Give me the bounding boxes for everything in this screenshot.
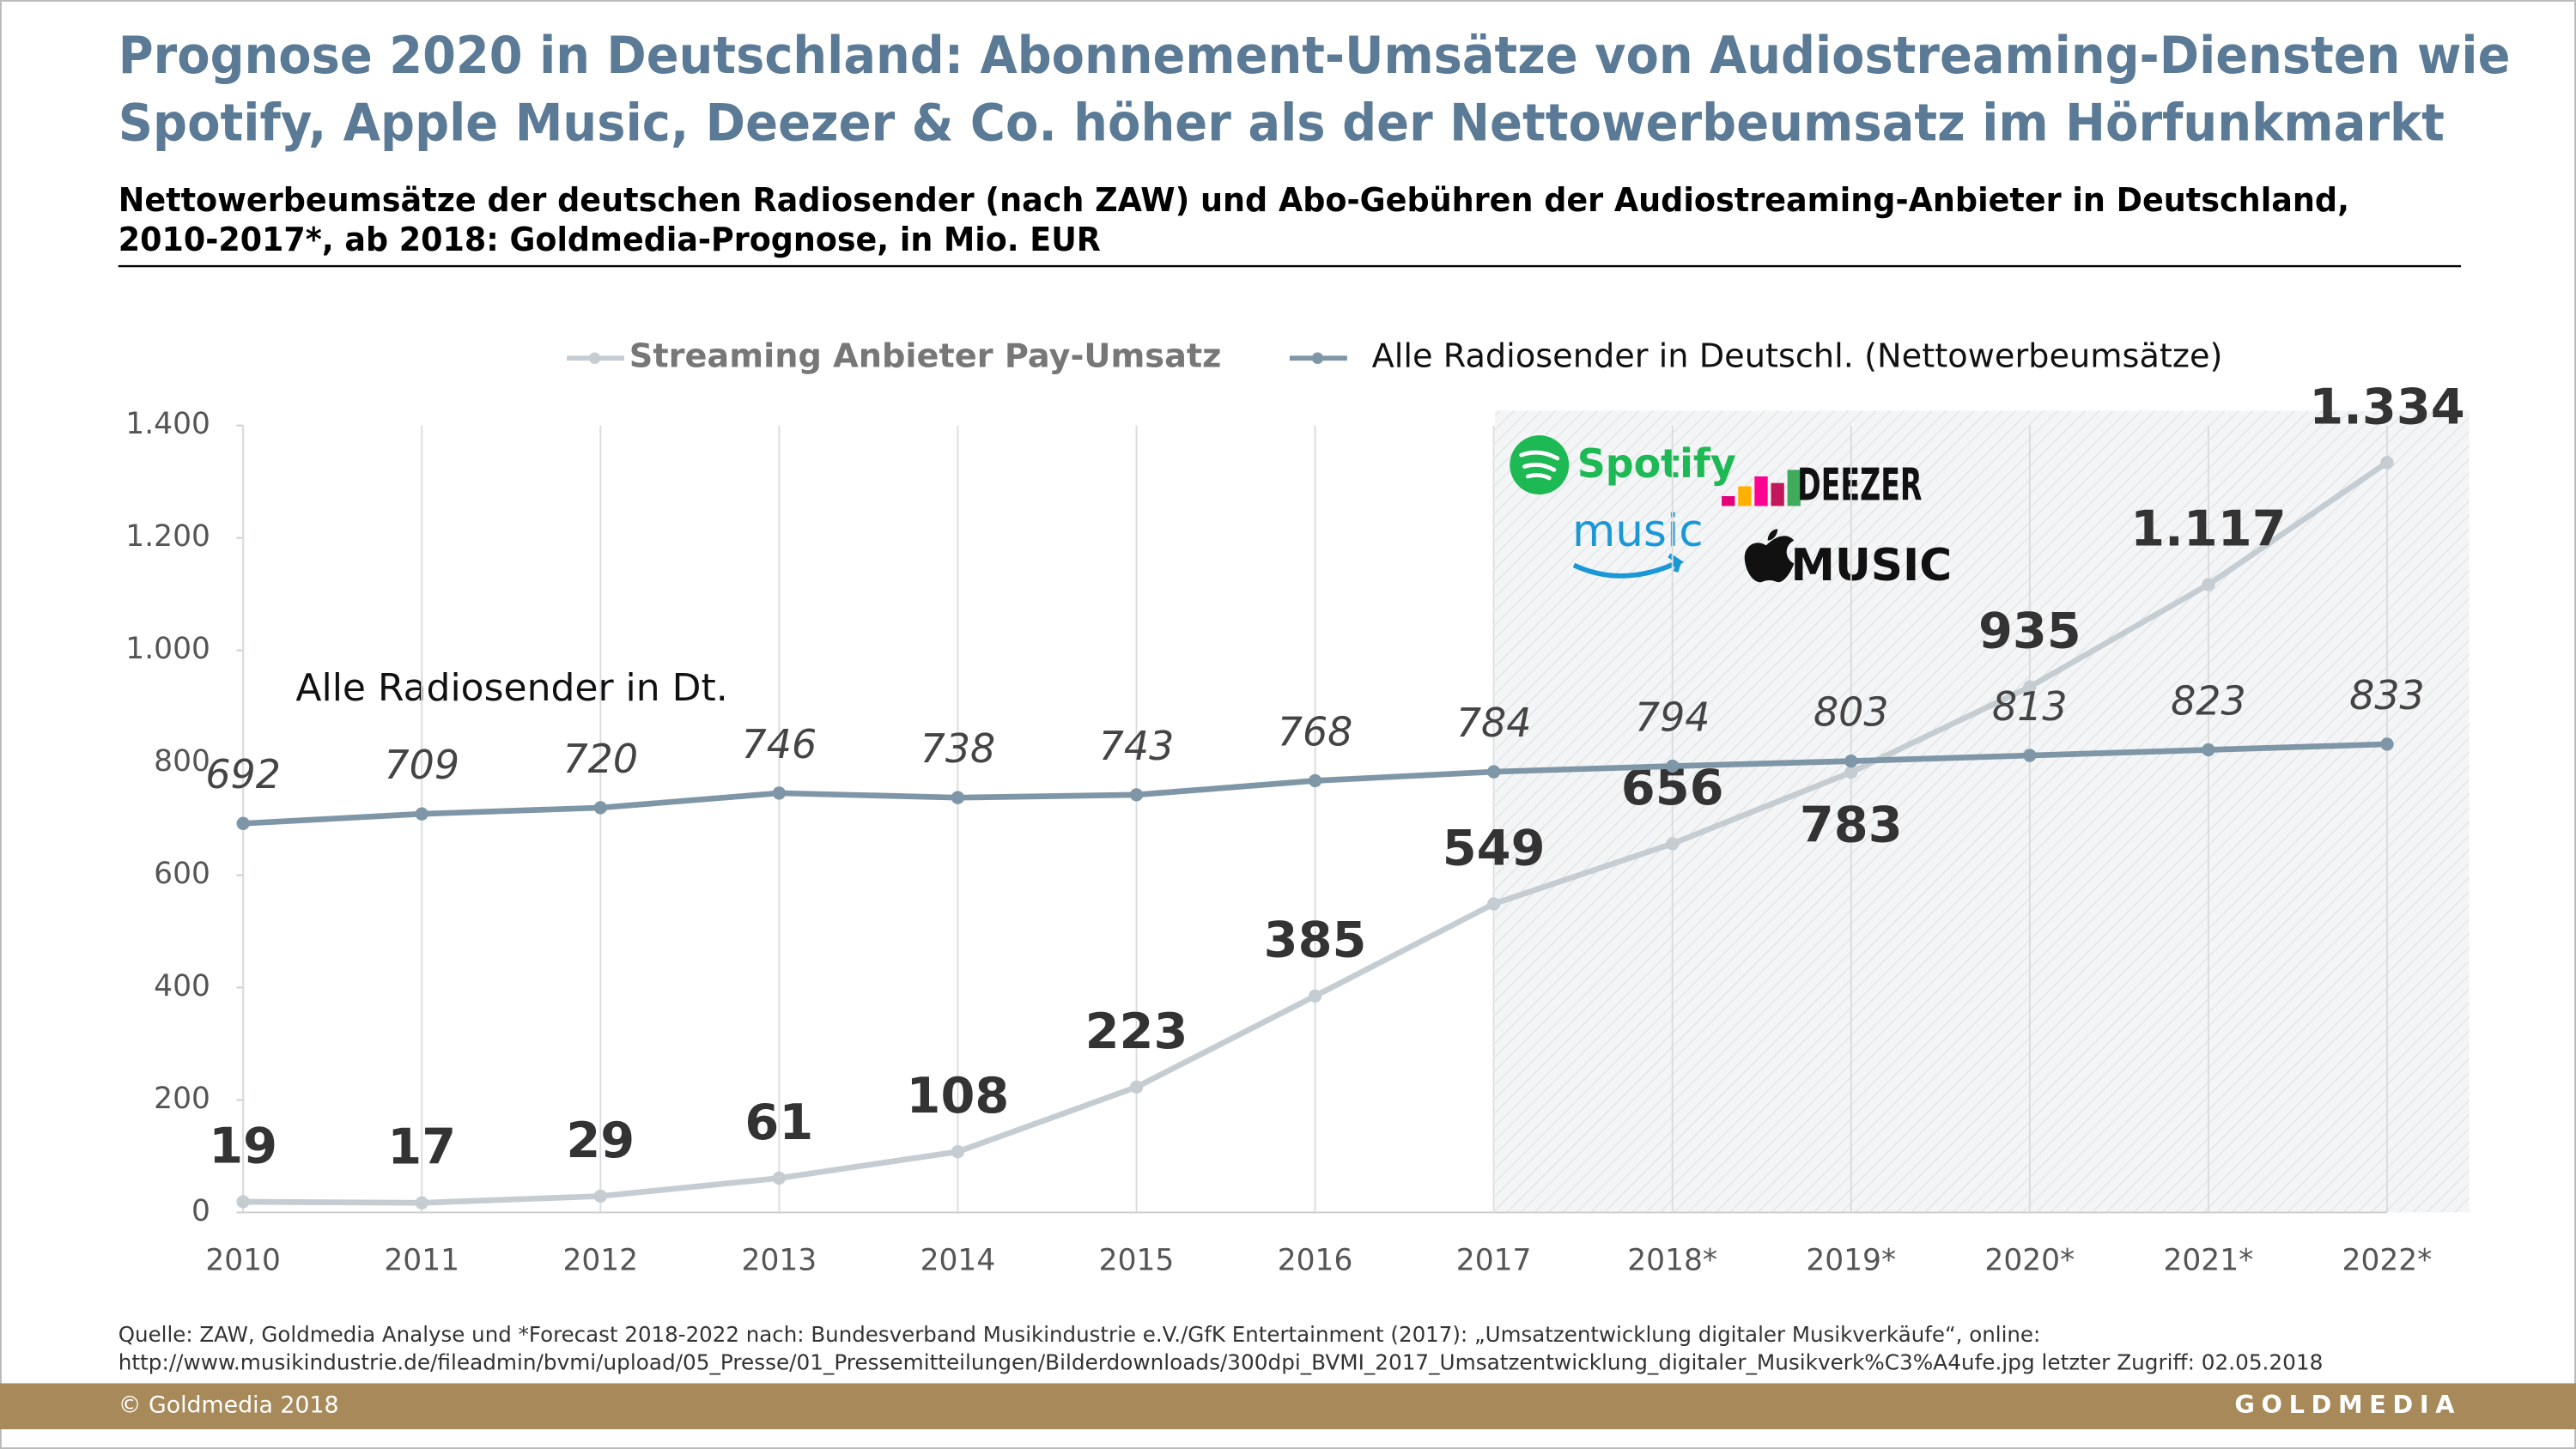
data-label: 29 xyxy=(566,1112,635,1169)
data-point xyxy=(1844,754,1858,768)
logos: Spotify DEEZER music MUSIC xyxy=(1510,435,1952,591)
data-label: 738 xyxy=(920,725,996,772)
data-label: 108 xyxy=(907,1067,1010,1125)
data-label: 935 xyxy=(1978,603,2081,660)
data-label: 743 xyxy=(1099,723,1175,769)
data-label: 19 xyxy=(209,1117,277,1174)
x-tick-label: 2012 xyxy=(562,1243,638,1277)
logo-text: music xyxy=(1572,506,1704,557)
data-label: 813 xyxy=(1992,683,2068,730)
data-point xyxy=(2380,737,2394,751)
y-tick-label: 1.200 xyxy=(125,519,210,554)
source: Quelle: ZAW, Goldmedia Analyse und *Fore… xyxy=(118,1322,2041,1347)
x-tick-label: 2015 xyxy=(1099,1243,1175,1277)
data-point xyxy=(2023,680,2037,694)
deezer-icon xyxy=(1722,470,1801,506)
title: Spotify, Apple Music, Deezer & Co. höher… xyxy=(118,93,2445,152)
data-point xyxy=(415,1196,428,1210)
data-point xyxy=(1666,837,1680,851)
x-tick-label: 2020* xyxy=(1984,1243,2075,1277)
y-tick-label: 1.000 xyxy=(125,632,210,666)
legend-swatch xyxy=(588,352,601,364)
data-point xyxy=(236,816,250,830)
data-point xyxy=(2023,749,2037,762)
x-tick-label: 2019* xyxy=(1806,1243,1896,1277)
x-tick-label: 2011 xyxy=(384,1243,459,1277)
data-point xyxy=(1129,1080,1144,1094)
data-point xyxy=(951,1145,965,1159)
data-label: 803 xyxy=(1814,689,1889,736)
subtitle: Nettowerbeumsätze der deutschen Radiosen… xyxy=(118,181,2349,220)
data-label: 720 xyxy=(562,736,638,782)
legend-label: Alle Radiosender in Deutschl. (Nettowerb… xyxy=(1372,337,2223,376)
y-tick-label: 400 xyxy=(154,969,210,1003)
data-point xyxy=(593,801,607,815)
data-label: 709 xyxy=(384,742,459,788)
y-tick-label: 600 xyxy=(154,857,210,891)
y-tick-label: 1.400 xyxy=(125,407,210,441)
data-point xyxy=(2380,456,2394,470)
data-label: 17 xyxy=(387,1119,456,1176)
source: http://www.musikindustrie.de/fileadmin/b… xyxy=(118,1349,2324,1374)
data-point xyxy=(2202,743,2215,757)
data-label: 768 xyxy=(1278,708,1353,755)
logo-text: MUSIC xyxy=(1790,540,1952,591)
data-label: 784 xyxy=(1456,700,1532,746)
data-label: 1.117 xyxy=(2130,500,2287,557)
data-point xyxy=(1308,989,1322,1003)
subtitle: 2010-2017*, ab 2018: Goldmedia-Prognose,… xyxy=(118,221,1101,259)
annotation: Alle Radiosender in Dt. xyxy=(295,666,727,710)
data-label: 385 xyxy=(1264,912,1367,969)
x-tick-label: 2021* xyxy=(2163,1243,2253,1277)
x-tick-label: 2014 xyxy=(920,1243,996,1277)
data-point xyxy=(951,791,965,804)
data-point xyxy=(772,1171,787,1185)
data-point xyxy=(1308,773,1322,788)
data-label: 823 xyxy=(2171,677,2246,724)
data-label: 692 xyxy=(205,751,281,797)
data-point xyxy=(236,1195,250,1209)
data-label: 223 xyxy=(1085,1003,1188,1060)
data-point xyxy=(593,1189,607,1203)
logo-text: Spotify xyxy=(1577,440,1736,487)
data-label: 549 xyxy=(1443,819,1546,876)
y-tick-label: 0 xyxy=(191,1194,210,1228)
logo-text: DEEZER xyxy=(1797,459,1922,511)
y-tick-label: 800 xyxy=(154,744,210,779)
data-label: 794 xyxy=(1635,694,1710,740)
x-tick-label: 2016 xyxy=(1278,1243,1353,1277)
data-label: 1.334 xyxy=(2309,378,2465,435)
forecast-area xyxy=(1495,410,2470,1213)
x-tick-label: 2017 xyxy=(1456,1243,1532,1277)
brand: GOLDMEDIA xyxy=(2234,1390,2461,1419)
data-point xyxy=(1486,897,1501,911)
legend-label: Streaming Anbieter Pay-Umsatz xyxy=(629,337,1222,376)
x-tick-label: 2013 xyxy=(742,1243,817,1277)
data-point xyxy=(1666,759,1680,773)
footer-band xyxy=(0,1383,2576,1430)
data-label: 61 xyxy=(744,1094,813,1151)
x-tick-label: 2010 xyxy=(205,1243,281,1277)
title: Prognose 2020 in Deutschland: Abonnement… xyxy=(118,26,2511,85)
data-point xyxy=(1129,788,1144,802)
x-tick-label: 2022* xyxy=(2342,1243,2433,1277)
data-point xyxy=(772,786,787,800)
legend-swatch xyxy=(1311,352,1324,364)
data-point xyxy=(415,807,428,821)
y-tick-label: 200 xyxy=(154,1082,210,1116)
x-tick-label: 2018* xyxy=(1627,1243,1717,1277)
data-point xyxy=(1486,765,1501,779)
data-point xyxy=(1844,766,1858,779)
data-point xyxy=(2202,578,2215,591)
data-label: 783 xyxy=(1800,796,1903,853)
copyright: © Goldmedia 2018 xyxy=(118,1392,339,1419)
data-label: 833 xyxy=(2349,672,2425,718)
data-label: 746 xyxy=(742,721,817,767)
